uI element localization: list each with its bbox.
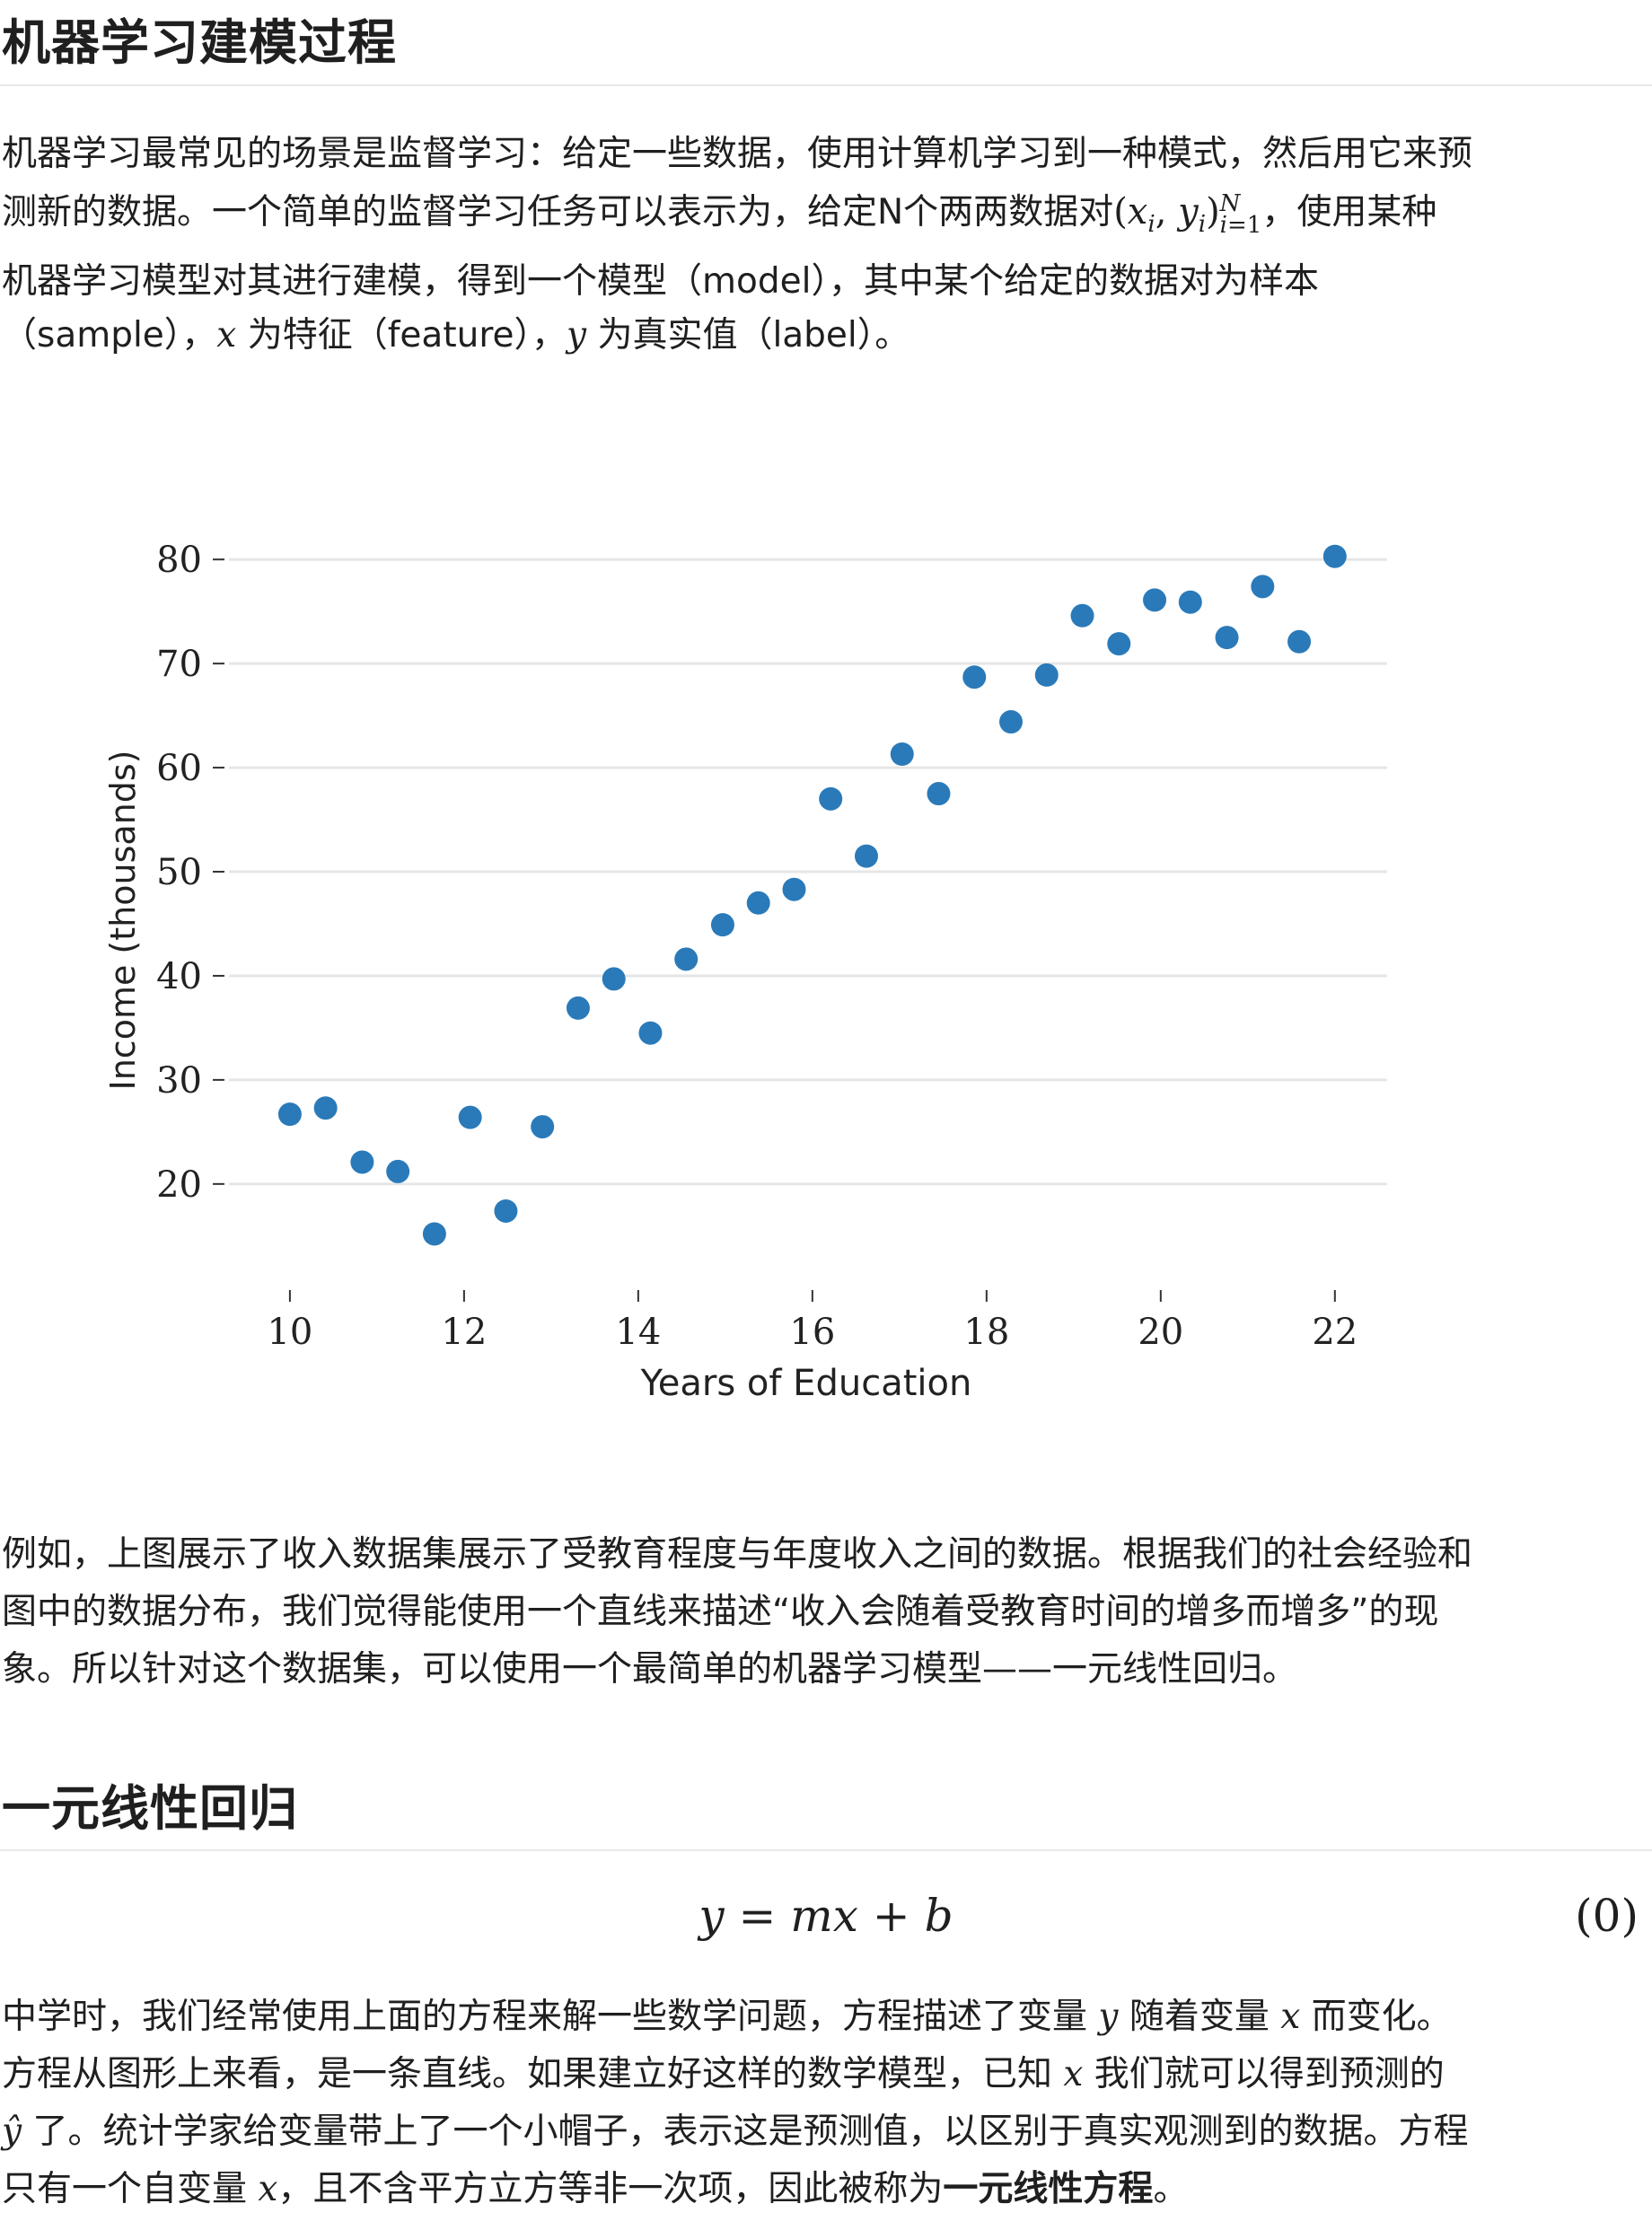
data-point-24 (1143, 588, 1167, 612)
intro-line-1: 机器学习最常见的场景是监督学习：给定一些数据，使用计算机学习到一种模式，然后用它… (2, 134, 1473, 174)
x-axis-label: Years of Education (640, 1363, 972, 1404)
data-point-29 (1322, 544, 1347, 568)
y-hat: ŷ (2, 2111, 22, 2152)
data-point-15 (819, 786, 843, 811)
data-point-17 (890, 742, 914, 766)
example-line-1: 例如，上图展示了收入数据集展示了受教育程度与年度收入之间的数据。根据我们的社会经… (2, 1534, 1473, 1575)
data-point-8 (566, 996, 590, 1020)
data-point-23 (1107, 632, 1131, 656)
intro-line-3: 机器学习模型对其进行建模，得到一个模型（model），其中某个给定的数据对为样本 (2, 261, 1319, 302)
linear-equation: y = mx + b (0) (0, 1890, 1652, 1953)
data-point-27 (1251, 575, 1275, 599)
var-y: y (567, 315, 587, 356)
x-tick-label: 12 (441, 1312, 487, 1353)
section-title: 一元线性回归 (2, 1780, 298, 1837)
explanation-line-2: 方程从图形上来看，是一条直线。如果建立好这样的数学模型，已知 x 我们就可以得到… (2, 2054, 1445, 2094)
y-tick-label: 60 (156, 748, 202, 789)
x-tick-label: 20 (1138, 1312, 1183, 1353)
y-tick-label: 20 (156, 1164, 202, 1206)
data-point-21 (1034, 663, 1059, 687)
data-point-3 (386, 1159, 410, 1183)
y-tick-label: 30 (156, 1060, 202, 1102)
data-point-28 (1287, 629, 1312, 654)
intro-paragraph: 机器学习最常见的场景是监督学习：给定一些数据，使用计算机学习到一种模式，然后用它… (2, 126, 1650, 364)
data-point-6 (494, 1198, 518, 1223)
data-point-12 (710, 913, 734, 937)
y-tick-label: 40 (156, 956, 202, 997)
income-scatter-chart: 20 30 40 50 60 70 80 10 12 14 16 18 20 22 Years of E… (0, 503, 1437, 1431)
data-point-16 (854, 844, 878, 868)
data-point-26 (1215, 626, 1239, 650)
intro-line-4: （sample），x 为特征（feature），y 为真实值（label）。 (2, 315, 910, 356)
data-point-18 (927, 782, 951, 806)
data-point-10 (638, 1021, 663, 1045)
data-point-4 (422, 1222, 446, 1246)
intro-line-2: 测新的数据。一个简单的监督学习任务可以表示为，给定N个两两数据对(xi, yi)… (2, 190, 1437, 239)
x-tick-label: 10 (267, 1312, 312, 1353)
data-point-20 (998, 710, 1023, 734)
data-point-19 (962, 665, 987, 689)
data-point-11 (674, 947, 699, 971)
data-point-13 (746, 891, 770, 915)
example-line-3: 象。所以针对这个数据集，可以使用一个最简单的机器学习模型——一元线性回归。 (2, 1649, 1298, 1690)
data-point-0 (277, 1102, 302, 1127)
highlight-term: 一元线性方程 (943, 2169, 1154, 2209)
y-tick-label: 70 (156, 644, 202, 685)
equation-number: (0) (1575, 1890, 1639, 1942)
data-point-14 (782, 877, 806, 901)
explanation-line-4: 只有一个自变量 x，且不含平方立方等非一次项，因此被称为一元线性方程。 (2, 2169, 1189, 2209)
title-divider (0, 84, 1652, 86)
y-tick-label: 50 (156, 852, 202, 893)
x-tick-label: 16 (789, 1312, 835, 1353)
example-line-2: 图中的数据分布，我们觉得能使用一个直线来描述“收入会随着受教育时间的增多而增多”… (2, 1592, 1439, 1632)
x-tick-label: 14 (615, 1312, 661, 1353)
scatter-plot: 20 30 40 50 60 70 80 10 12 14 16 18 20 22 Years of E… (103, 540, 1387, 1404)
data-point-5 (458, 1105, 482, 1129)
data-point-2 (350, 1150, 374, 1174)
example-paragraph: 例如，上图展示了收入数据集展示了受教育程度与年度收入之间的数据。根据我们的社会经… (2, 1526, 1650, 1699)
y-tick-label: 80 (156, 540, 202, 581)
data-point-25 (1178, 590, 1202, 614)
equation-body: y = mx + b (699, 1890, 953, 1942)
data-point-9 (602, 967, 626, 991)
explanation-line-1: 中学时，我们经常使用上面的方程来解一些数学问题，方程描述了变量 y 随着变量 x… (2, 1997, 1452, 2037)
x-tick-label: 18 (963, 1312, 1009, 1353)
y-axis-label: Income (thousands) (103, 751, 143, 1091)
page-title: 机器学习建模过程 (2, 14, 397, 71)
x-tick-label: 22 (1312, 1312, 1358, 1353)
data-point-22 (1070, 603, 1094, 628)
explanation-line-3: ŷ 了。统计学家给变量带上了一个小帽子，表示这是预测值，以区别于真实观测到的数据… (2, 2111, 1469, 2152)
explanation-paragraph: 中学时，我们经常使用上面的方程来解一些数学问题，方程描述了变量 y 随着变量 x… (2, 1989, 1650, 2218)
data-point-1 (313, 1096, 338, 1120)
section-divider (0, 1849, 1652, 1851)
var-x: x (216, 315, 237, 356)
data-point-7 (531, 1115, 555, 1139)
